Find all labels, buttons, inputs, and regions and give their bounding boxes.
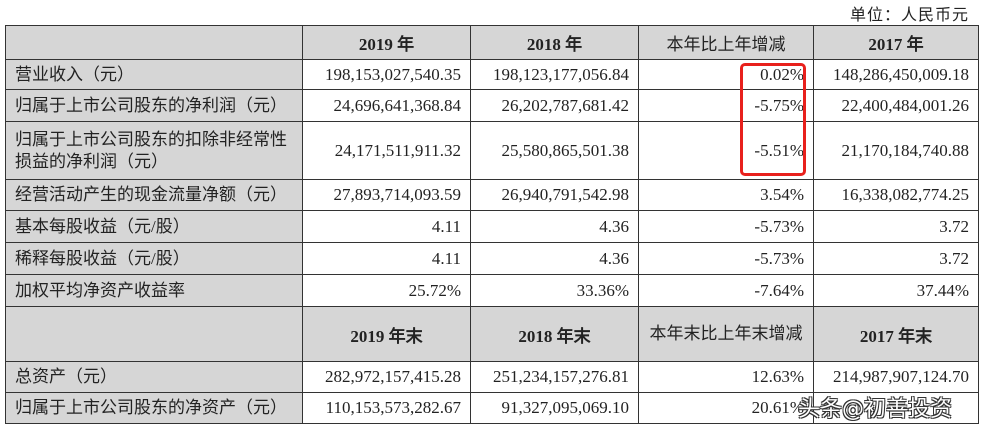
value-change: 20.61% — [638, 392, 814, 424]
row-label: 归属于上市公司股东的扣除非经常性损益的净利润（元） — [5, 121, 303, 180]
table-row: 加权平均净资产收益率 25.72% 33.36% -7.64% 37.44% — [5, 274, 979, 307]
value-2018: 25,580,865,501.38 — [470, 121, 639, 180]
value-2019: 27,893,714,093.59 — [302, 179, 471, 211]
value-2017: 3.72 — [813, 242, 979, 275]
value-2018: 26,940,791,542.98 — [470, 179, 639, 211]
value-2017: 37.44% — [813, 274, 979, 307]
value-2018: 198,123,177,056.84 — [470, 59, 639, 90]
value-change: 3.54% — [638, 179, 814, 211]
header-blank — [5, 25, 303, 60]
value-2018: 4.36 — [470, 242, 639, 275]
value-2019: 25.72% — [302, 274, 471, 307]
value-2017: 21,170,184,740.88 — [813, 121, 979, 180]
row-label: 营业收入（元） — [5, 59, 303, 90]
table-row: 基本每股收益（元/股） 4.11 4.36 -5.73% 3.72 — [5, 210, 979, 243]
value-change: -7.64% — [638, 274, 814, 307]
value-2019: 198,153,027,540.35 — [302, 59, 471, 90]
value-2018: 91,327,095,069.10 — [470, 392, 639, 424]
row-label: 归属于上市公司股东的净利润（元） — [5, 89, 303, 122]
value-2018: 33.36% — [470, 274, 639, 307]
value-change: 12.63% — [638, 361, 814, 393]
table-row: 归属于上市公司股东的净资产（元） 110,153,573,282.67 91,3… — [5, 392, 979, 424]
header-change: 本年比上年增减 — [638, 25, 814, 60]
header-row-period-end: 2019 年末 2018 年末 本年末比上年末增减 2017 年末 — [5, 306, 979, 362]
unit-label: 单位：人民币元 — [849, 7, 969, 24]
header-2018-end: 2018 年末 — [470, 306, 639, 362]
header-row: 2019 年 2018 年 本年比上年增减 2017 年 — [5, 25, 979, 60]
header-2017: 2017 年 — [813, 25, 979, 60]
value-2019: 282,972,157,415.28 — [302, 361, 471, 393]
row-label: 归属于上市公司股东的净资产（元） — [5, 392, 303, 424]
financial-summary-table: 2019 年 2018 年 本年比上年增减 2017 年 营业收入（元） 198… — [5, 25, 979, 424]
value-2017 — [813, 392, 979, 424]
table-row: 归属于上市公司股东的净利润（元） 24,696,641,368.84 26,20… — [5, 89, 979, 122]
value-2017: 16,338,082,774.25 — [813, 179, 979, 211]
row-label: 基本每股收益（元/股） — [5, 210, 303, 243]
value-2018: 4.36 — [470, 210, 639, 243]
table-row: 经营活动产生的现金流量净额（元） 27,893,714,093.59 26,94… — [5, 179, 979, 211]
header-2019: 2019 年 — [302, 25, 471, 60]
header-2019-end: 2019 年末 — [302, 306, 471, 362]
row-label: 加权平均净资产收益率 — [5, 274, 303, 307]
table-row: 总资产（元） 282,972,157,415.28 251,234,157,27… — [5, 361, 979, 393]
table-row: 稀释每股收益（元/股） 4.11 4.36 -5.73% 3.72 — [5, 242, 979, 275]
value-2017: 148,286,450,009.18 — [813, 59, 979, 90]
value-2017: 3.72 — [813, 210, 979, 243]
value-2019: 24,171,511,911.32 — [302, 121, 471, 180]
header-2018: 2018 年 — [470, 25, 639, 60]
value-change: -5.73% — [638, 242, 814, 275]
value-2018: 251,234,157,276.81 — [470, 361, 639, 393]
red-highlight-box — [740, 63, 806, 176]
value-2019: 24,696,641,368.84 — [302, 89, 471, 122]
value-change: -5.73% — [638, 210, 814, 243]
row-label: 总资产（元） — [5, 361, 303, 393]
value-2019: 4.11 — [302, 242, 471, 275]
header-blank — [5, 306, 303, 362]
value-2017: 22,400,484,001.26 — [813, 89, 979, 122]
table-row: 归属于上市公司股东的扣除非经常性损益的净利润（元） 24,171,511,911… — [5, 121, 979, 180]
value-2018: 26,202,787,681.42 — [470, 89, 639, 122]
value-2017: 214,987,907,124.70 — [813, 361, 979, 393]
value-2019: 110,153,573,282.67 — [302, 392, 471, 424]
row-label: 稀释每股收益（元/股） — [5, 242, 303, 275]
value-2019: 4.11 — [302, 210, 471, 243]
header-2017-end: 2017 年末 — [813, 306, 979, 362]
header-change-end: 本年末比上年末增减 — [638, 306, 814, 362]
table-row: 营业收入（元） 198,153,027,540.35 198,123,177,0… — [5, 59, 979, 90]
watermark: 头条@初善投资 — [798, 397, 953, 422]
row-label: 经营活动产生的现金流量净额（元） — [5, 179, 303, 211]
